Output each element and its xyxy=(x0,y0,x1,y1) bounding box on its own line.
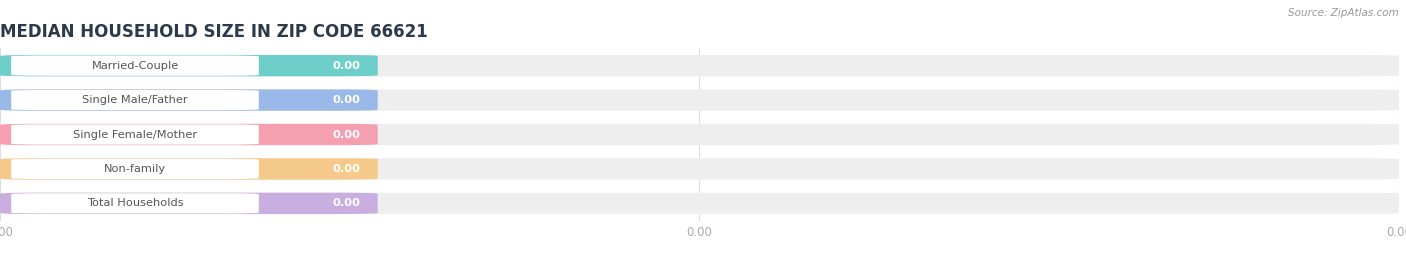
Text: Non-family: Non-family xyxy=(104,164,166,174)
FancyBboxPatch shape xyxy=(0,158,1399,180)
Text: 0.00: 0.00 xyxy=(333,95,361,105)
Text: Total Households: Total Households xyxy=(87,198,183,208)
FancyBboxPatch shape xyxy=(0,158,378,180)
FancyBboxPatch shape xyxy=(11,55,259,76)
FancyBboxPatch shape xyxy=(0,89,1399,111)
Text: Source: ZipAtlas.com: Source: ZipAtlas.com xyxy=(1288,8,1399,18)
FancyBboxPatch shape xyxy=(0,55,378,76)
Text: MEDIAN HOUSEHOLD SIZE IN ZIP CODE 66621: MEDIAN HOUSEHOLD SIZE IN ZIP CODE 66621 xyxy=(0,23,427,41)
Text: Married-Couple: Married-Couple xyxy=(91,61,179,71)
FancyBboxPatch shape xyxy=(11,90,259,110)
FancyBboxPatch shape xyxy=(0,55,1399,76)
Text: Single Male/Father: Single Male/Father xyxy=(82,95,188,105)
Text: Single Female/Mother: Single Female/Mother xyxy=(73,129,197,140)
FancyBboxPatch shape xyxy=(11,193,259,214)
FancyBboxPatch shape xyxy=(0,124,378,145)
Text: 0.00: 0.00 xyxy=(333,129,361,140)
Text: 0.00: 0.00 xyxy=(333,61,361,71)
FancyBboxPatch shape xyxy=(0,193,378,214)
FancyBboxPatch shape xyxy=(0,124,1399,145)
FancyBboxPatch shape xyxy=(11,159,259,179)
FancyBboxPatch shape xyxy=(11,124,259,145)
FancyBboxPatch shape xyxy=(0,89,378,111)
Text: 0.00: 0.00 xyxy=(333,198,361,208)
FancyBboxPatch shape xyxy=(0,193,1399,214)
Text: 0.00: 0.00 xyxy=(333,164,361,174)
